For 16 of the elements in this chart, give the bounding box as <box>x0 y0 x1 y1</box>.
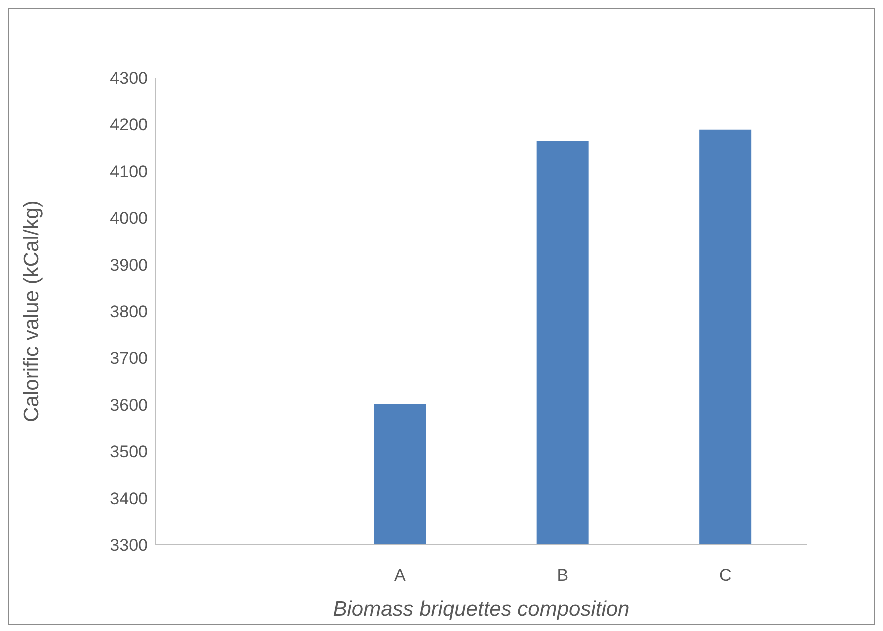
y-tick-label: 4100 <box>110 162 148 182</box>
y-tick-label: 4300 <box>110 69 148 88</box>
x-tick-label: B <box>557 566 569 586</box>
x-tick-label: C <box>719 566 732 586</box>
y-tick-label: 3300 <box>110 536 148 556</box>
y-tick-label: 3800 <box>110 302 148 322</box>
x-axis-title: Biomass briquettes composition <box>333 598 630 621</box>
y-tick-label: 4000 <box>110 209 148 228</box>
y-tick-label: 3700 <box>110 349 148 368</box>
y-tick-label: 3500 <box>110 442 148 462</box>
y-axis-title: Calorific value (kCal/kg) <box>20 200 44 422</box>
x-tick-label: A <box>394 566 406 586</box>
y-tick-label: 3600 <box>110 396 148 415</box>
y-tick-label: 3900 <box>110 256 148 275</box>
y-tick-label: 3400 <box>110 489 148 508</box>
y-tick-label: 4200 <box>110 116 148 135</box>
